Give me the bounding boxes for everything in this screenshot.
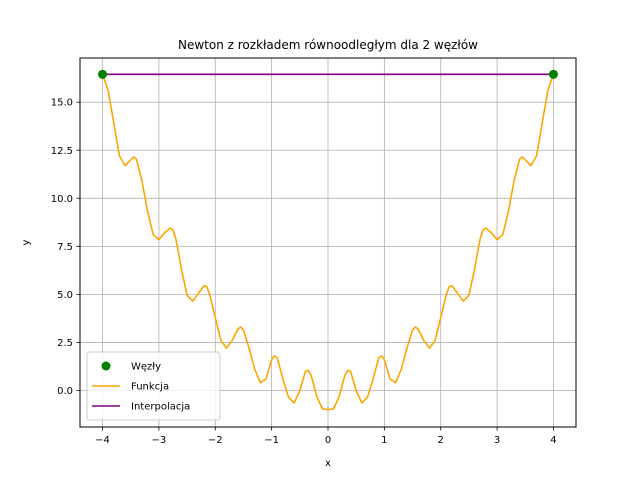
x-tick-label: −4 [95,435,110,446]
x-tick-label: 0 [325,435,331,446]
grid [80,58,576,427]
y-tick-label: 15.0 [51,98,73,109]
node-point [98,69,108,79]
x-axis-label: x [325,458,331,469]
legend-entry-nodes: Węzły [131,362,161,373]
legend-entry-function: Funkcja [131,382,169,393]
chart-title: Newton z rozkładem równoodległym dla 2 w… [178,38,478,52]
node-point [548,69,558,79]
y-tick-label: 5.0 [57,290,73,301]
y-tick-label: 2.5 [57,338,73,349]
x-tick-label: 4 [550,435,556,446]
x-tick-label: 1 [381,435,387,446]
plot-series [98,69,558,411]
series-line-function [101,74,555,411]
y-tick-label: 12.5 [51,146,73,157]
legend: Węzły Funkcja Interpolacja [86,351,221,421]
legend-entry-interpolation: Interpolacja [131,402,190,413]
x-tick-label: 3 [494,435,500,446]
x-tick-label: 2 [438,435,444,446]
legend-box [86,351,221,421]
y-axis-label: y [21,239,32,245]
axis-ticks: −4 −3 −2 −1 0 1 2 3 4 0.0 2.5 5.0 7.5 10.0 12.5 15.0 [51,98,557,446]
y-tick-label: 7.5 [57,242,73,253]
x-tick-label: −3 [152,435,167,446]
legend-marker-nodes [101,361,111,371]
y-tick-label: 10.0 [51,194,73,205]
x-tick-label: −1 [264,435,279,446]
y-tick-label: 0.0 [57,386,73,397]
plot-frame [79,57,577,428]
x-tick-label: −2 [208,435,223,446]
